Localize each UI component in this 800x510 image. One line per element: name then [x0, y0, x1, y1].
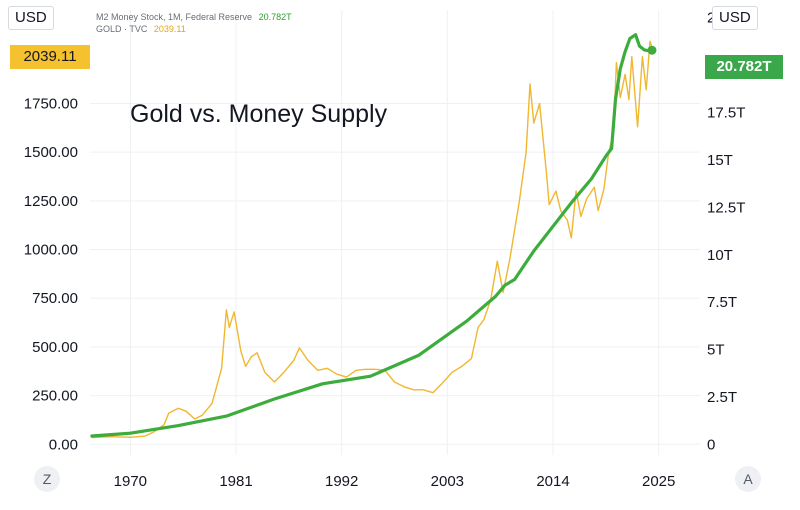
legend-m2[interactable]: M2 Money Stock, 1M, Federal Reserve 20.7… [96, 11, 292, 23]
grid [90, 10, 700, 455]
m2-money-stock-line [90, 33, 654, 438]
x-tick-label: 1981 [219, 473, 252, 490]
left-y-tick-label: 250.00 [32, 388, 78, 405]
x-tick-label: 1992 [325, 473, 358, 490]
legend-gold[interactable]: GOLD · TVC 2039.11 [96, 23, 292, 35]
auto-scale-button[interactable]: A [735, 466, 761, 492]
left-y-tick-label: 500.00 [32, 339, 78, 356]
right-y-tick-label: 2.5T [707, 389, 737, 406]
x-tick-label: 2003 [431, 473, 464, 490]
legend-m2-name: M2 Money Stock, 1M, Federal Reserve [96, 12, 253, 22]
left-axis-unit: USD [8, 6, 54, 30]
right-y-tick-label: 12.5T [707, 199, 745, 216]
legend-m2-value: 20.782T [258, 12, 292, 22]
right-y-tick-label: 0 [707, 437, 715, 454]
x-tick-label: 2014 [536, 473, 569, 490]
legend-gold-name: GOLD · TVC [96, 24, 148, 34]
right-y-tick-label: 5T [707, 342, 725, 359]
right-y-tick-label: 15T [707, 152, 733, 169]
series-layer [90, 33, 657, 439]
right-y-tick-label: 10T [707, 247, 733, 264]
x-tick-label: 2025 [642, 473, 675, 490]
left-y-tick-label: 1500.00 [24, 144, 78, 161]
legend-gold-value: 2039.11 [153, 24, 186, 34]
m2-price-tag: 20.782T [705, 55, 783, 79]
right-y-tick-label: 7.5T [707, 294, 737, 311]
right-axis-unit: USD [712, 6, 758, 30]
left-y-tick-label: 0.00 [49, 436, 78, 453]
left-y-tick-label: 1000.00 [24, 242, 78, 259]
chart-annotation: Gold vs. Money Supply [130, 100, 388, 128]
left-y-tick-label: 750.00 [32, 290, 78, 307]
gold-price-tag: 2039.11 [10, 45, 90, 69]
left-y-tick-label: 1750.00 [24, 95, 78, 112]
x-tick-label: 1970 [114, 473, 147, 490]
zoom-button[interactable]: Z [34, 466, 60, 492]
left-y-tick-label: 1250.00 [24, 193, 78, 210]
series-legend: M2 Money Stock, 1M, Federal Reserve 20.7… [96, 11, 292, 35]
right-y-tick-label: 17.5T [707, 104, 745, 121]
m2-last-point [647, 45, 657, 55]
gold-price-line [91, 40, 653, 439]
